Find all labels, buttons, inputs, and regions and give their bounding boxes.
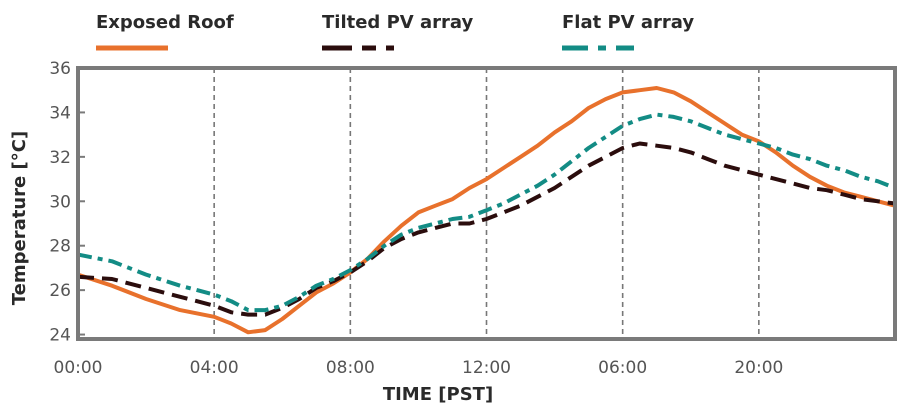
plot-frame <box>76 66 897 341</box>
series-lines <box>77 86 896 335</box>
series-line-2 <box>77 141 896 317</box>
legend-label-3: Flat PV array <box>562 12 694 33</box>
x-tick-label: 06:00 <box>598 358 647 378</box>
y-tick-label: 34 <box>49 103 71 123</box>
legend-label-1: Exposed Roof <box>96 12 234 33</box>
y-tick-label: 30 <box>49 192 71 212</box>
y-tick-label: 26 <box>49 281 71 301</box>
y-tick-label: 24 <box>49 326 71 346</box>
y-axis-title: Temperature [°C] <box>9 131 30 305</box>
grid-lines <box>213 68 760 339</box>
x-tick-label: 00:00 <box>54 358 103 378</box>
x-axis-title: TIME [PST] <box>383 384 493 405</box>
y-tick-label: 36 <box>49 59 71 79</box>
y-tick-label: 32 <box>49 148 71 168</box>
x-tick-label: 08:00 <box>326 358 375 378</box>
x-tick-label: 12:00 <box>462 358 511 378</box>
legend-label-2: Tilted PV array <box>322 12 473 33</box>
series-line-1 <box>77 86 896 335</box>
y-axis-ticks: 24 26 28 30 32 34 36 <box>49 59 85 346</box>
x-tick-label: 04:00 <box>190 358 239 378</box>
y-tick-label: 28 <box>49 237 71 257</box>
series-line-3 <box>77 112 896 313</box>
x-axis-ticks: 00:00 04:00 08:00 12:00 06:00 20:00 <box>54 358 784 378</box>
legend: Exposed Roof Tilted PV array Flat PV array <box>96 12 694 51</box>
x-tick-label: 20:00 <box>734 358 783 378</box>
